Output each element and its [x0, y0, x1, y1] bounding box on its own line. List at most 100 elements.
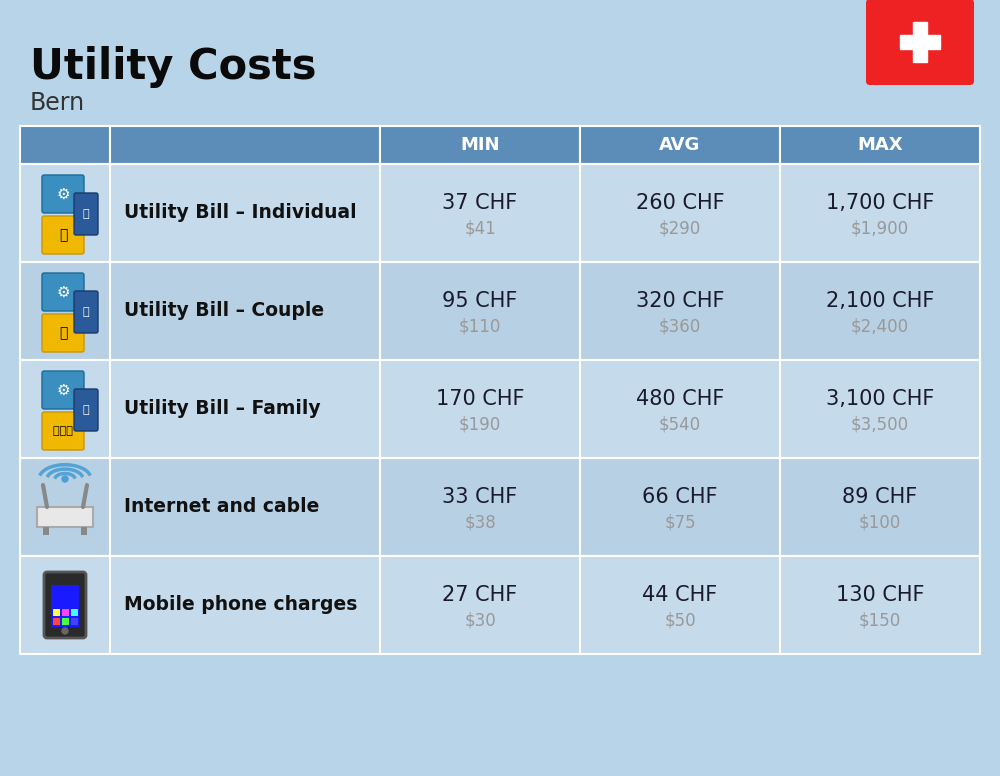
- Text: Utility Costs: Utility Costs: [30, 46, 316, 88]
- Bar: [20, 360, 110, 458]
- FancyBboxPatch shape: [44, 572, 86, 638]
- Text: 3,100 CHF: 3,100 CHF: [826, 389, 934, 409]
- Text: ⚙: ⚙: [56, 383, 70, 397]
- Text: 1,700 CHF: 1,700 CHF: [826, 193, 934, 213]
- Bar: [37, 507, 93, 527]
- Bar: [53, 609, 60, 616]
- Text: 66 CHF: 66 CHF: [642, 487, 718, 507]
- Text: 37 CHF: 37 CHF: [442, 193, 518, 213]
- Bar: [780, 458, 980, 556]
- Text: $150: $150: [859, 612, 901, 630]
- Bar: [580, 458, 780, 556]
- Text: 👤: 👤: [83, 405, 89, 415]
- Bar: [580, 556, 780, 654]
- Text: 480 CHF: 480 CHF: [636, 389, 724, 409]
- Text: $110: $110: [459, 318, 501, 336]
- Bar: [20, 458, 110, 556]
- Text: $3,500: $3,500: [851, 416, 909, 434]
- Bar: [62, 609, 69, 616]
- Text: 95 CHF: 95 CHF: [442, 291, 518, 311]
- Bar: [110, 360, 380, 458]
- Bar: [81, 527, 87, 535]
- Text: $190: $190: [459, 416, 501, 434]
- Text: MIN: MIN: [460, 136, 500, 154]
- Text: AVG: AVG: [659, 136, 701, 154]
- Bar: [380, 164, 580, 262]
- Text: 👤: 👤: [83, 209, 89, 219]
- FancyBboxPatch shape: [42, 412, 84, 450]
- Bar: [580, 360, 780, 458]
- Text: Utility Bill – Individual: Utility Bill – Individual: [124, 203, 357, 223]
- Text: $41: $41: [464, 220, 496, 238]
- FancyBboxPatch shape: [74, 389, 98, 431]
- FancyBboxPatch shape: [866, 0, 974, 85]
- Text: $75: $75: [664, 514, 696, 532]
- Text: 👨‍👩‍👦: 👨‍👩‍👦: [53, 426, 73, 436]
- Text: 27 CHF: 27 CHF: [442, 585, 518, 605]
- Text: $360: $360: [659, 318, 701, 336]
- Bar: [20, 262, 110, 360]
- Bar: [900, 35, 940, 49]
- Bar: [71, 609, 78, 616]
- Text: 👥: 👥: [59, 326, 67, 340]
- Text: 👤: 👤: [59, 228, 67, 242]
- Bar: [780, 164, 980, 262]
- Bar: [62, 618, 69, 625]
- Text: 89 CHF: 89 CHF: [842, 487, 918, 507]
- Text: $50: $50: [664, 612, 696, 630]
- Bar: [20, 164, 110, 262]
- Text: ⚙: ⚙: [56, 285, 70, 300]
- Text: Utility Bill – Family: Utility Bill – Family: [124, 400, 321, 418]
- Bar: [380, 126, 580, 164]
- Text: 33 CHF: 33 CHF: [442, 487, 518, 507]
- Text: $30: $30: [464, 612, 496, 630]
- Circle shape: [62, 476, 68, 482]
- FancyBboxPatch shape: [42, 273, 84, 311]
- Bar: [580, 262, 780, 360]
- Bar: [380, 556, 580, 654]
- Bar: [43, 527, 49, 535]
- FancyBboxPatch shape: [42, 314, 84, 352]
- Text: 320 CHF: 320 CHF: [636, 291, 724, 311]
- Text: $290: $290: [659, 220, 701, 238]
- Bar: [780, 262, 980, 360]
- Bar: [53, 618, 60, 625]
- Bar: [51, 585, 79, 627]
- Bar: [780, 360, 980, 458]
- Text: 130 CHF: 130 CHF: [836, 585, 924, 605]
- Text: $2,400: $2,400: [851, 318, 909, 336]
- Text: $540: $540: [659, 416, 701, 434]
- FancyBboxPatch shape: [74, 193, 98, 235]
- FancyBboxPatch shape: [42, 175, 84, 213]
- Bar: [913, 22, 927, 62]
- Bar: [110, 262, 380, 360]
- FancyBboxPatch shape: [42, 371, 84, 409]
- FancyBboxPatch shape: [42, 216, 84, 254]
- Bar: [110, 556, 380, 654]
- Bar: [20, 126, 110, 164]
- Text: ⚙: ⚙: [56, 186, 70, 202]
- Bar: [110, 164, 380, 262]
- Text: 44 CHF: 44 CHF: [642, 585, 718, 605]
- Text: 👤: 👤: [83, 307, 89, 317]
- Circle shape: [62, 628, 68, 634]
- Bar: [380, 360, 580, 458]
- Bar: [580, 164, 780, 262]
- Text: Mobile phone charges: Mobile phone charges: [124, 595, 357, 615]
- Bar: [110, 458, 380, 556]
- Bar: [20, 556, 110, 654]
- Bar: [580, 126, 780, 164]
- Text: MAX: MAX: [857, 136, 903, 154]
- Text: $1,900: $1,900: [851, 220, 909, 238]
- Text: Utility Bill – Couple: Utility Bill – Couple: [124, 302, 324, 320]
- Bar: [780, 126, 980, 164]
- Bar: [110, 126, 380, 164]
- Text: $100: $100: [859, 514, 901, 532]
- Bar: [71, 618, 78, 625]
- Text: 260 CHF: 260 CHF: [636, 193, 724, 213]
- FancyBboxPatch shape: [74, 291, 98, 333]
- Text: 2,100 CHF: 2,100 CHF: [826, 291, 934, 311]
- Bar: [380, 262, 580, 360]
- Bar: [780, 556, 980, 654]
- Text: Internet and cable: Internet and cable: [124, 497, 319, 517]
